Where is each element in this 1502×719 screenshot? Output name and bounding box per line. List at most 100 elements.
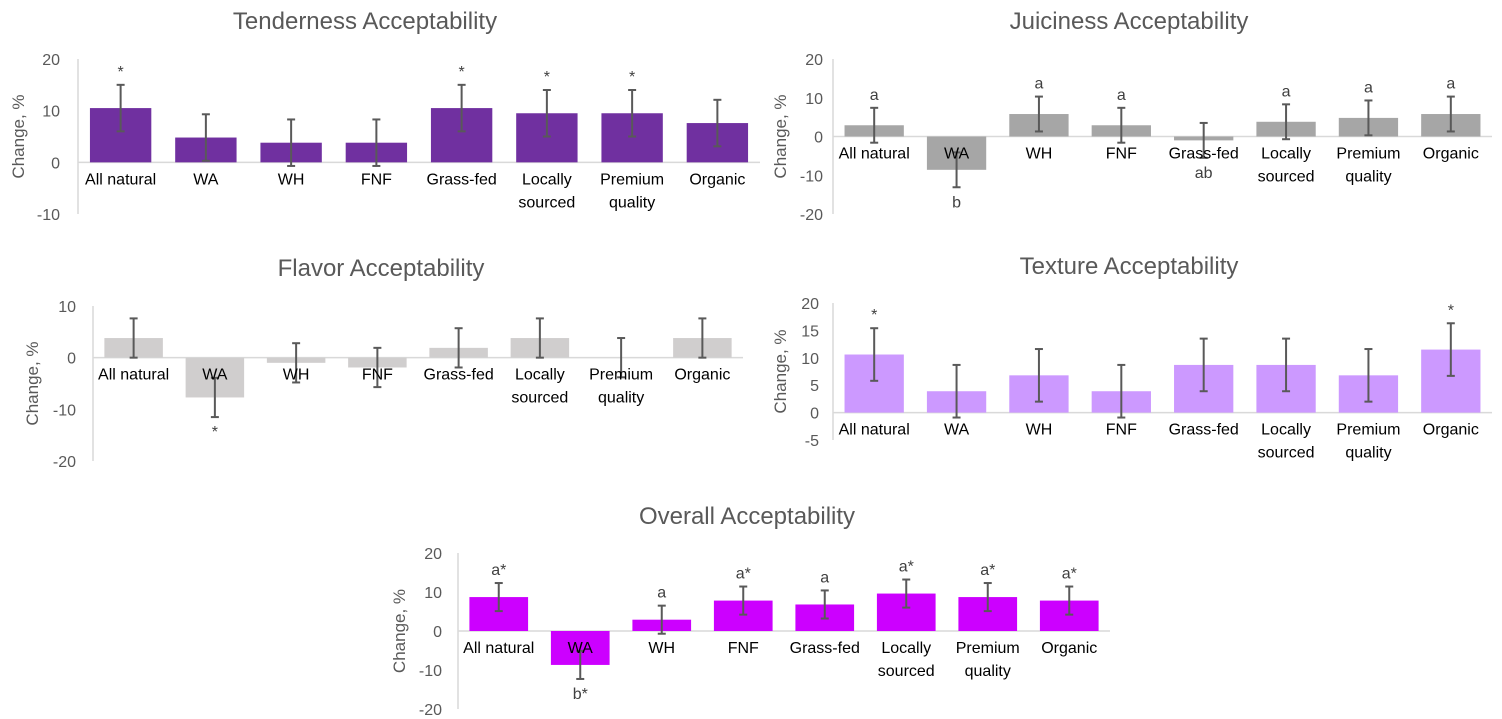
significance-annotation: a*: [736, 566, 751, 583]
y-tick-label: 20: [805, 52, 823, 69]
chart-title: Juiciness Acceptability: [1010, 8, 1249, 35]
category-label: Organic: [1423, 422, 1479, 439]
category-label: WH: [1026, 422, 1053, 439]
y-tick-label: 0: [433, 624, 442, 641]
significance-annotation: a: [1282, 83, 1291, 100]
significance-annotation: a*: [980, 562, 995, 579]
significance-annotation: a: [1364, 79, 1373, 96]
category-label: Organic: [1423, 146, 1479, 163]
significance-annotation: *: [544, 69, 550, 86]
significance-annotation: *: [871, 307, 877, 324]
category-label: FNF: [728, 640, 759, 657]
category-label: FNF: [1106, 146, 1137, 163]
y-tick-label: -20: [800, 207, 823, 224]
y-tick-label: 0: [67, 351, 76, 368]
y-tick-label: 10: [801, 351, 819, 368]
category-label: Grass-fed: [424, 367, 494, 384]
category-label: Premium quality: [956, 640, 1020, 680]
category-label: WH: [648, 640, 675, 657]
chart-title: Flavor Acceptability: [278, 255, 485, 282]
chart-panel-4: Texture Acceptability Change, % -5 0 5 10 15 20…: [771, 253, 1492, 462]
category-label: WH: [1026, 146, 1053, 163]
category-label: Locally sourced: [518, 171, 575, 211]
category-label: Organic: [674, 367, 730, 384]
significance-annotation: b*: [573, 686, 588, 703]
category-label: Premium quality: [1336, 422, 1400, 462]
significance-annotation: *: [629, 69, 635, 86]
significance-annotation: *: [212, 424, 218, 441]
chart-title: Texture Acceptability: [1020, 253, 1239, 280]
y-tick-label: 20: [801, 296, 819, 313]
category-label: WA: [944, 146, 970, 163]
y-tick-label: -10: [800, 168, 823, 185]
category-label: WH: [278, 171, 305, 188]
y-tick-label: -20: [53, 454, 76, 471]
significance-annotation: a*: [1062, 566, 1077, 583]
y-tick-label: 10: [58, 299, 76, 316]
category-label: FNF: [1106, 422, 1137, 439]
category-label: FNF: [361, 171, 392, 188]
y-tick-label: -20: [419, 702, 442, 719]
category-label: Grass-fed: [1169, 422, 1239, 439]
significance-annotation: a: [657, 585, 666, 602]
y-axis-label: Change, %: [771, 329, 790, 413]
y-axis-label: Change, %: [390, 589, 409, 673]
y-tick-label: 15: [801, 323, 819, 340]
significance-annotation: a: [1446, 76, 1455, 93]
significance-annotation: *: [459, 64, 465, 81]
category-label: All natural: [839, 422, 910, 439]
category-label: FNF: [362, 367, 393, 384]
y-tick-label: 10: [805, 91, 823, 108]
y-tick-label: -5: [805, 433, 819, 450]
category-label: Grass-fed: [427, 171, 497, 188]
significance-annotation: a: [870, 87, 879, 104]
significance-annotation: ab: [1195, 165, 1213, 182]
category-label: Grass-fed: [790, 640, 860, 657]
y-axis-label: Change, %: [771, 94, 790, 178]
significance-annotation: *: [118, 64, 124, 81]
category-label: All natural: [98, 367, 169, 384]
category-label: Locally sourced: [1258, 146, 1315, 186]
category-label: All natural: [85, 171, 156, 188]
significance-annotation: a: [1117, 87, 1126, 104]
chart-title: Overall Acceptability: [639, 503, 855, 530]
significance-annotation: a*: [491, 562, 506, 579]
category-label: WA: [202, 367, 228, 384]
category-label: WH: [283, 367, 310, 384]
y-tick-label: 10: [42, 104, 60, 121]
significance-annotation: a: [820, 569, 829, 586]
significance-annotation: *: [1448, 302, 1454, 319]
category-label: Locally sourced: [878, 640, 935, 680]
y-tick-label: -10: [37, 207, 60, 224]
y-tick-label: 20: [424, 546, 442, 563]
y-tick-label: 5: [810, 378, 819, 395]
chart-panel-3: Flavor Acceptability Change, % -20 -10 0 10 Al…: [23, 255, 743, 471]
category-label: Organic: [1041, 640, 1097, 657]
chart-title: Tenderness Acceptability: [233, 8, 497, 35]
significance-annotation: a: [1034, 76, 1043, 93]
category-label: WA: [944, 422, 970, 439]
category-label: WA: [568, 640, 594, 657]
chart-panel-2: Juiciness Acceptability Change, % -20 -10 0 1…: [771, 8, 1492, 224]
y-tick-label: 0: [814, 130, 823, 147]
category-label: All natural: [839, 146, 910, 163]
y-tick-label: -10: [53, 402, 76, 419]
category-label: Locally sourced: [1258, 422, 1315, 462]
y-tick-label: 0: [51, 155, 60, 172]
category-label: Locally sourced: [511, 367, 568, 407]
y-axis-label: Change, %: [9, 94, 28, 178]
category-label: WA: [193, 171, 219, 188]
category-label: Grass-fed: [1169, 146, 1239, 163]
chart-panel-1: Tenderness Acceptability Change, % -10 0 10 2…: [9, 8, 760, 224]
category-label: Premium quality: [589, 367, 653, 407]
y-tick-label: -10: [419, 663, 442, 680]
y-axis-label: Change, %: [23, 341, 42, 425]
y-tick-label: 0: [810, 406, 819, 423]
category-label: Premium quality: [600, 171, 664, 211]
significance-annotation: a*: [899, 559, 914, 576]
significance-annotation: b: [952, 194, 961, 211]
y-tick-label: 20: [42, 52, 60, 69]
category-label: Premium quality: [1336, 146, 1400, 186]
chart-panel-5: Overall Acceptability Change, % -20 -10 0 10 2…: [390, 503, 1110, 719]
